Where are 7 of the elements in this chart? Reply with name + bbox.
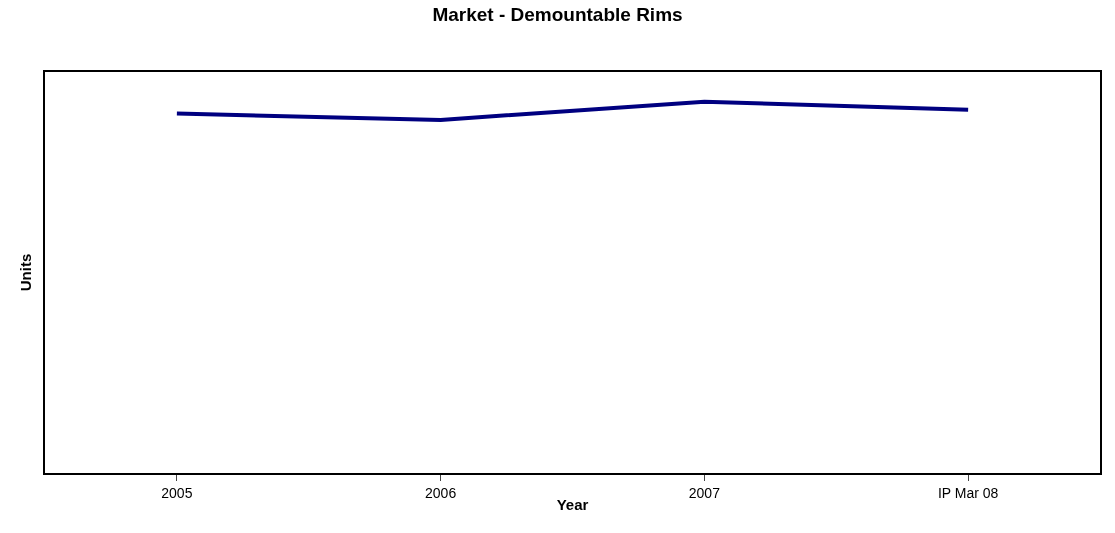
x-tick-label: 2007: [688, 484, 721, 501]
x-tick-label: 2006: [425, 484, 457, 501]
x-tick-label: 2005: [161, 484, 193, 501]
chart-title: Market - Demountable Rims: [432, 4, 683, 26]
x-tick-label: IP Mar 08: [937, 484, 999, 501]
x-axis-title: Year: [556, 496, 589, 514]
y-axis-title: Units: [16, 253, 34, 292]
